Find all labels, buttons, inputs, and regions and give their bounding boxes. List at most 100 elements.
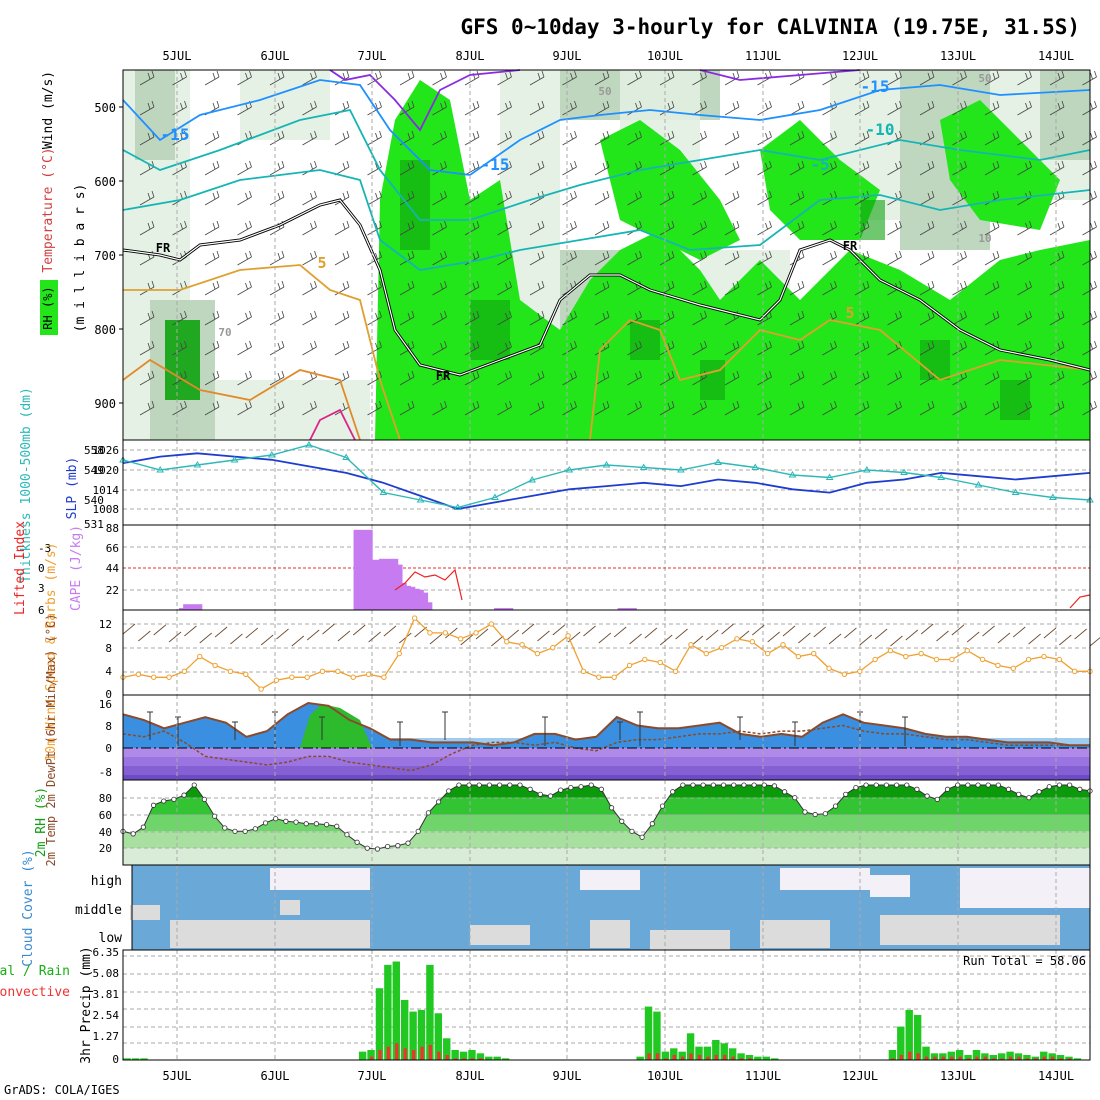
barb-flag	[635, 342, 638, 350]
barb-flag	[996, 310, 1000, 318]
precip-bar	[922, 1046, 930, 1060]
barb-staff	[497, 316, 512, 326]
barb-staff	[757, 316, 772, 326]
barb-staff	[724, 406, 740, 416]
wind-marker	[350, 674, 356, 680]
barb-flag	[249, 400, 252, 408]
barb-flag	[570, 192, 573, 200]
barb-flag	[667, 402, 671, 410]
barb-staff	[854, 346, 870, 356]
wind-barb	[302, 280, 317, 296]
precip-bar	[1056, 1054, 1065, 1060]
barb-flag	[931, 340, 935, 348]
barb-staff	[139, 376, 155, 386]
barb-flag	[602, 252, 606, 260]
barb-flag	[1025, 132, 1028, 140]
barb-flag	[212, 132, 216, 140]
wind-barb	[521, 623, 535, 635]
wind-barb	[984, 370, 1000, 386]
barb-flag	[407, 102, 411, 110]
barb-staff	[1049, 316, 1065, 326]
wind-barb	[757, 190, 772, 206]
barb-flag	[1057, 402, 1061, 410]
conv-bar	[924, 1056, 929, 1060]
barb-flag	[1090, 72, 1093, 80]
wind-barb	[1017, 310, 1032, 326]
cloud-level-label: low	[99, 931, 123, 946]
barb-flag	[639, 190, 642, 198]
wind-barb	[919, 340, 935, 356]
conv-bar	[411, 1049, 416, 1060]
cold-band	[123, 757, 1090, 766]
rh2m-marker	[710, 782, 716, 788]
thickness-marker	[937, 473, 946, 480]
barb-flag	[704, 130, 707, 138]
barb-flag	[704, 400, 707, 408]
barb-flag	[1090, 102, 1093, 110]
conv-bar	[739, 1058, 744, 1060]
barb-staff	[464, 196, 480, 206]
barb-flag	[671, 70, 675, 78]
wind-barb	[237, 340, 252, 356]
barb-staff	[659, 406, 675, 416]
rh2m-marker	[914, 786, 920, 792]
contour-label: 5	[317, 254, 326, 272]
barb-staff	[692, 406, 707, 416]
barb-staff	[789, 196, 805, 206]
wind-barb	[464, 400, 480, 416]
barb-staff	[399, 406, 415, 416]
rh2m-marker	[629, 828, 635, 834]
barb-flag	[444, 160, 447, 168]
barb-flag	[537, 312, 541, 320]
barb-flag	[964, 190, 967, 198]
barb-flag	[1029, 220, 1032, 228]
thickness-marker	[156, 466, 165, 473]
barb-flag	[407, 402, 411, 410]
barb-flag	[1025, 162, 1028, 170]
barb-flag	[570, 102, 573, 110]
wind-barb	[276, 628, 289, 640]
barb-flag	[342, 282, 346, 290]
barb-staff	[139, 286, 155, 296]
barb-flag	[346, 280, 350, 288]
conv-bar	[403, 1048, 407, 1060]
barb-flag	[931, 130, 935, 138]
barb-flag	[899, 370, 902, 378]
barb-staff	[172, 166, 187, 176]
wind-barb	[887, 190, 902, 206]
barb-staff	[919, 376, 935, 386]
barb-flag	[541, 280, 545, 288]
precip-bar	[451, 1049, 459, 1060]
pressure-tick: 800	[94, 323, 116, 337]
barb-flag	[472, 252, 476, 260]
barb-staff	[789, 166, 805, 176]
barb-staff	[562, 196, 577, 206]
barb-flag	[996, 100, 1000, 108]
rh2m-marker	[323, 822, 330, 828]
precip-bar	[384, 964, 392, 1060]
barb-flag	[212, 162, 216, 170]
barb-flag	[342, 162, 346, 170]
wind-barb	[306, 629, 320, 641]
barb-staff	[822, 256, 837, 266]
barb-flag	[184, 130, 187, 138]
barb-flag	[671, 250, 675, 258]
rh2m-marker	[904, 782, 910, 788]
barb-staff	[757, 196, 772, 206]
barb-flag	[245, 162, 248, 170]
wind-barb	[887, 370, 902, 386]
wind-marker	[150, 674, 157, 680]
barb-flag	[927, 132, 931, 140]
barb-flag	[212, 192, 216, 200]
contour-label: -15	[861, 77, 890, 96]
barb-flag	[736, 190, 740, 198]
barb-flag	[895, 132, 898, 140]
barb-flag	[866, 310, 870, 318]
wind-marker	[811, 650, 817, 657]
barb-flag	[509, 160, 512, 168]
barb-flag	[411, 310, 415, 318]
wind-barb	[627, 250, 642, 266]
barb-staff	[952, 196, 967, 206]
wind-barb	[230, 633, 243, 645]
wind-barb	[367, 310, 382, 326]
